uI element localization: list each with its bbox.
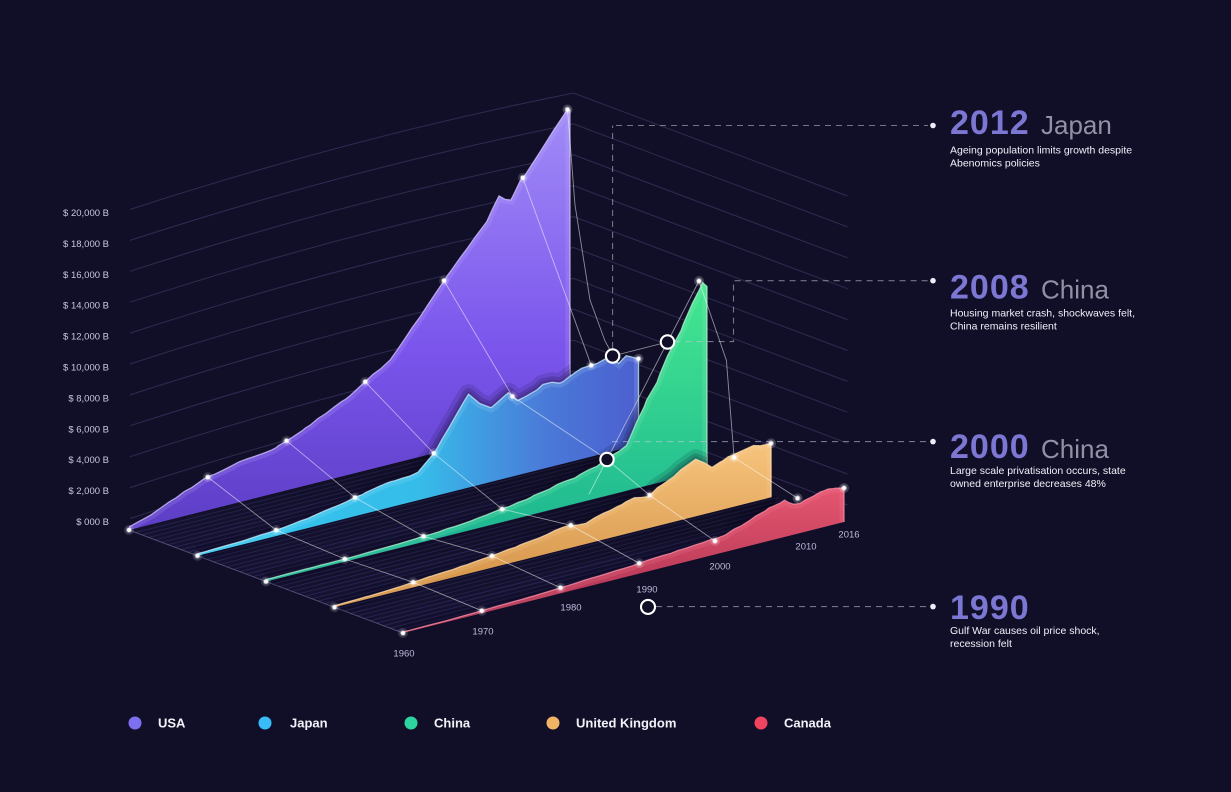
- svg-text:2000: 2000: [709, 561, 730, 572]
- svg-text:2016: 2016: [838, 529, 859, 540]
- svg-text:China remains resilient: China remains resilient: [950, 321, 1057, 333]
- svg-text:2012: 2012: [950, 104, 1030, 142]
- svg-text:owned enterprise decreases 48%: owned enterprise decreases 48%: [950, 478, 1106, 490]
- svg-text:China: China: [1041, 275, 1109, 305]
- svg-text:Housing market crash, shockwav: Housing market crash, shockwaves felt,: [950, 308, 1135, 320]
- svg-text:China: China: [1041, 434, 1109, 464]
- svg-text:1960: 1960: [393, 648, 414, 659]
- svg-text:Large scale privatisation occu: Large scale privatisation occurs, state: [950, 465, 1126, 477]
- svg-text:1990: 1990: [636, 584, 657, 595]
- svg-text:recession felt: recession felt: [950, 638, 1012, 650]
- svg-text:$ 18,000 B: $ 18,000 B: [63, 239, 109, 250]
- svg-text:Japan: Japan: [1041, 110, 1112, 140]
- svg-text:2008: 2008: [950, 269, 1030, 307]
- svg-text:$ 12,000 B: $ 12,000 B: [63, 332, 109, 343]
- svg-text:$ 2,000 B: $ 2,000 B: [68, 486, 109, 497]
- svg-text:$ 6,000 B: $ 6,000 B: [68, 424, 109, 435]
- svg-text:2010: 2010: [795, 541, 816, 552]
- svg-text:1970: 1970: [472, 626, 493, 637]
- svg-text:2000: 2000: [950, 428, 1030, 466]
- svg-text:Canada: Canada: [784, 716, 832, 731]
- svg-text:$ 4,000 B: $ 4,000 B: [68, 455, 109, 466]
- svg-text:United Kingdom: United Kingdom: [576, 716, 676, 731]
- svg-text:$ 14,000 B: $ 14,000 B: [63, 301, 109, 312]
- svg-text:$ 20,000 B: $ 20,000 B: [63, 208, 109, 219]
- svg-text:Japan: Japan: [290, 716, 328, 731]
- svg-text:$ 8,000 B: $ 8,000 B: [68, 393, 109, 404]
- svg-text:$ 16,000 B: $ 16,000 B: [63, 270, 109, 281]
- svg-text:Gulf War causes oil price shoc: Gulf War causes oil price shock,: [950, 625, 1100, 637]
- svg-text:USA: USA: [158, 716, 186, 731]
- svg-text:Abenomics policies: Abenomics policies: [950, 158, 1040, 170]
- svg-text:China: China: [434, 716, 471, 731]
- svg-text:$ 10,000 B: $ 10,000 B: [63, 363, 109, 374]
- svg-text:1980: 1980: [560, 602, 581, 613]
- svg-text:$ 000 B: $ 000 B: [76, 517, 109, 528]
- svg-text:Ageing population limits growt: Ageing population limits growth despite: [950, 145, 1132, 157]
- svg-text:1990: 1990: [950, 589, 1030, 627]
